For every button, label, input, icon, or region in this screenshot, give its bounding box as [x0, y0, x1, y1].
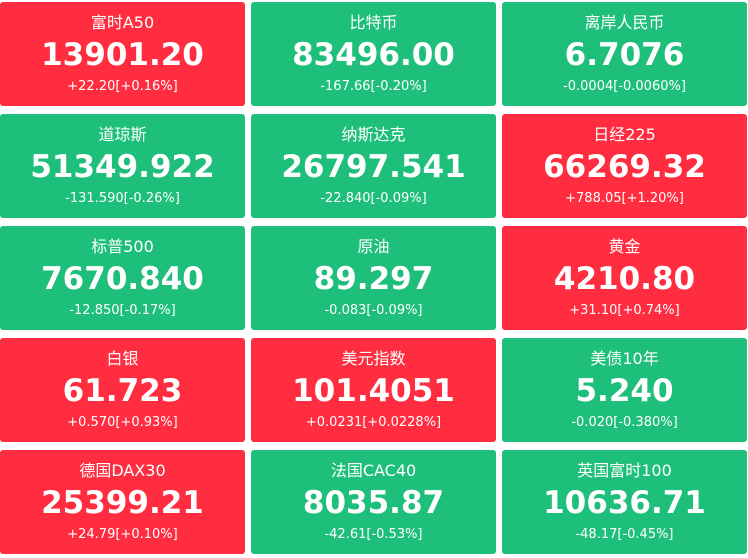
quote-tile[interactable]: 标普500 7670.840 -12.850[-0.17%] [0, 226, 245, 330]
quote-tile[interactable]: 德国DAX30 25399.21 +24.79[+0.10%] [0, 450, 245, 554]
quote-change: -22.840[-0.09%] [320, 191, 427, 206]
quote-change: +0.0231[+0.0228%] [305, 415, 442, 430]
quote-price: 8035.87 [302, 485, 445, 521]
quote-price: 5.240 [575, 373, 674, 409]
quote-name: 美债10年 [590, 349, 659, 368]
quote-change: +31.10[+0.74%] [569, 303, 680, 318]
quote-change: -167.66[-0.20%] [320, 79, 427, 94]
quote-name: 标普500 [91, 237, 154, 256]
quote-tile[interactable]: 富时A50 13901.20 +22.20[+0.16%] [0, 2, 245, 106]
quote-change: -0.020[-0.380%] [571, 415, 678, 430]
quote-tile[interactable]: 原油 89.297 -0.083[-0.09%] [251, 226, 496, 330]
quote-tile[interactable]: 道琼斯 51349.922 -131.590[-0.26%] [0, 114, 245, 218]
quote-price: 4210.80 [553, 261, 696, 297]
quote-change: -0.083[-0.09%] [324, 303, 423, 318]
quote-tile[interactable]: 日经225 66269.32 +788.05[+1.20%] [502, 114, 747, 218]
quote-price: 66269.32 [543, 149, 706, 185]
quote-change: -42.61[-0.53%] [324, 527, 423, 542]
quote-tile[interactable]: 美元指数 101.4051 +0.0231[+0.0228%] [251, 338, 496, 442]
quote-name: 黄金 [608, 237, 641, 256]
quote-change: +788.05[+1.20%] [565, 191, 684, 206]
quote-change: +22.20[+0.16%] [67, 79, 178, 94]
quote-change: +0.570[+0.93%] [67, 415, 178, 430]
quote-price: 7670.840 [41, 261, 204, 297]
quote-price: 6.7076 [564, 37, 685, 73]
quote-price: 101.4051 [292, 373, 455, 409]
quote-name: 英国富时100 [577, 461, 672, 480]
quote-change: -0.0004[-0.0060%] [563, 79, 686, 94]
quote-change: -48.17[-0.45%] [575, 527, 674, 542]
quote-tile[interactable]: 纳斯达克 26797.541 -22.840[-0.09%] [251, 114, 496, 218]
quote-tile[interactable]: 离岸人民币 6.7076 -0.0004[-0.0060%] [502, 2, 747, 106]
quote-tile[interactable]: 黄金 4210.80 +31.10[+0.74%] [502, 226, 747, 330]
quote-price: 26797.541 [281, 149, 466, 185]
quote-tile[interactable]: 法国CAC40 8035.87 -42.61[-0.53%] [251, 450, 496, 554]
quote-change: -12.850[-0.17%] [69, 303, 176, 318]
quote-tile[interactable]: 美债10年 5.240 -0.020[-0.380%] [502, 338, 747, 442]
quote-name: 富时A50 [90, 13, 155, 32]
quote-price: 25399.21 [41, 485, 204, 521]
quote-name: 美元指数 [341, 349, 406, 368]
quote-name: 白银 [106, 349, 139, 368]
quote-tile[interactable]: 英国富时100 10636.71 -48.17[-0.45%] [502, 450, 747, 554]
quote-tile[interactable]: 比特币 83496.00 -167.66[-0.20%] [251, 2, 496, 106]
quote-price: 51349.922 [30, 149, 215, 185]
quote-name: 日经225 [593, 125, 656, 144]
quote-name: 比特币 [349, 13, 398, 32]
quote-change: +24.79[+0.10%] [67, 527, 178, 542]
quote-price: 83496.00 [292, 37, 455, 73]
quote-name: 法国CAC40 [330, 461, 417, 480]
quote-price: 89.297 [313, 261, 434, 297]
quote-change: -131.590[-0.26%] [65, 191, 180, 206]
quote-price: 61.723 [62, 373, 183, 409]
quote-name: 离岸人民币 [584, 13, 665, 32]
quote-name: 原油 [357, 237, 390, 256]
quote-tile[interactable]: 白银 61.723 +0.570[+0.93%] [0, 338, 245, 442]
quote-name: 德国DAX30 [79, 461, 166, 480]
quote-name: 道琼斯 [98, 125, 147, 144]
quote-price: 13901.20 [41, 37, 204, 73]
quote-name: 纳斯达克 [341, 125, 406, 144]
quote-price: 10636.71 [543, 485, 706, 521]
